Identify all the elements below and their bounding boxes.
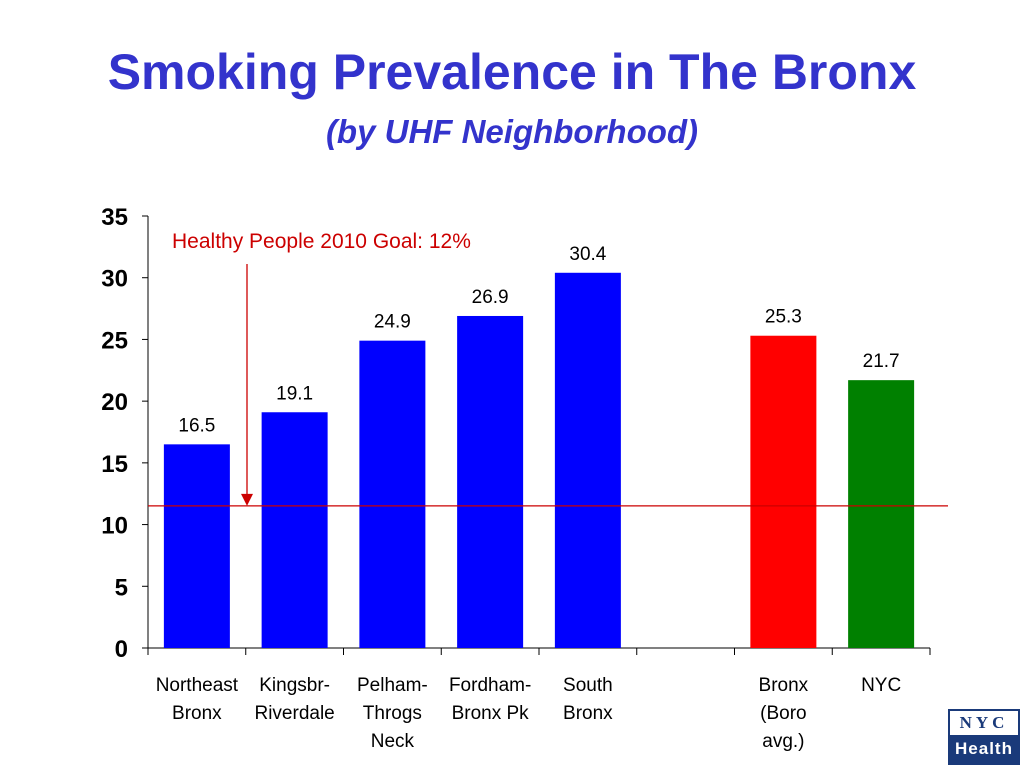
data-label: 21.7 <box>863 351 900 372</box>
logo-bottom-text: Health <box>950 735 1018 763</box>
goal-arrow-head <box>241 493 253 506</box>
x-category-label: Northeast Bronx <box>156 675 239 724</box>
data-label: 24.9 <box>374 312 411 333</box>
x-category-label: Bronx (Boro avg.) <box>759 675 809 752</box>
data-label: 26.9 <box>472 287 509 308</box>
y-tick-label: 20 <box>101 389 128 416</box>
bar <box>457 315 524 648</box>
x-category-label-line: Bronx <box>759 675 809 696</box>
x-category-label-line: Fordham- <box>449 675 531 696</box>
x-category-label-line: Throgs <box>363 703 422 724</box>
chart-subtitle: (by UHF Neighborhood) <box>325 113 699 150</box>
y-tick-label: 35 <box>101 204 128 231</box>
x-category-label-line: (Boro <box>760 703 806 724</box>
x-category-label: Pelham- Throgs Neck <box>357 675 428 752</box>
bar <box>848 380 915 648</box>
x-category-label-line: NYC <box>861 675 901 696</box>
x-category-label-line: Bronx <box>172 703 222 724</box>
x-category-label-line: Neck <box>371 731 415 752</box>
x-category-label-line: Riverdale <box>254 703 334 724</box>
y-tick-label: 10 <box>101 513 128 540</box>
chart-title: Smoking Prevalence in The Bronx <box>107 44 917 100</box>
x-category-label-line: Pelham- <box>357 675 428 696</box>
x-category-label: NYC <box>861 675 901 696</box>
bar <box>554 272 621 648</box>
bar <box>750 335 817 648</box>
goal-annotation: Healthy People 2010 Goal: 12% <box>172 230 471 253</box>
x-category-label-line: avg.) <box>762 731 804 752</box>
data-label: 16.5 <box>178 415 215 436</box>
x-category-label: Kingsbr- Riverdale <box>254 675 334 724</box>
x-category-label: Fordham- Bronx Pk <box>449 675 531 724</box>
y-tick-label: 15 <box>101 451 128 478</box>
data-label: 19.1 <box>276 383 313 404</box>
y-tick-label: 30 <box>101 266 128 293</box>
y-tick-label: 0 <box>115 636 128 663</box>
y-tick-label: 25 <box>101 327 128 354</box>
bar <box>359 340 426 648</box>
x-category-label-line: Kingsbr- <box>259 675 330 696</box>
bar <box>261 412 328 648</box>
logo-top-text: NYC <box>959 713 1009 732</box>
x-category-label: South Bronx <box>563 675 613 724</box>
data-label: 25.3 <box>765 307 802 328</box>
x-category-label-line: South <box>563 675 613 696</box>
x-category-label-line: Northeast <box>156 675 239 696</box>
x-category-label-line: Bronx Pk <box>452 703 530 724</box>
nyc-health-logo: NYC Health <box>948 709 1020 765</box>
bar <box>163 444 230 648</box>
y-tick-label: 5 <box>115 574 128 601</box>
x-category-label-line: Bronx <box>563 703 613 724</box>
data-label: 30.4 <box>569 244 606 265</box>
